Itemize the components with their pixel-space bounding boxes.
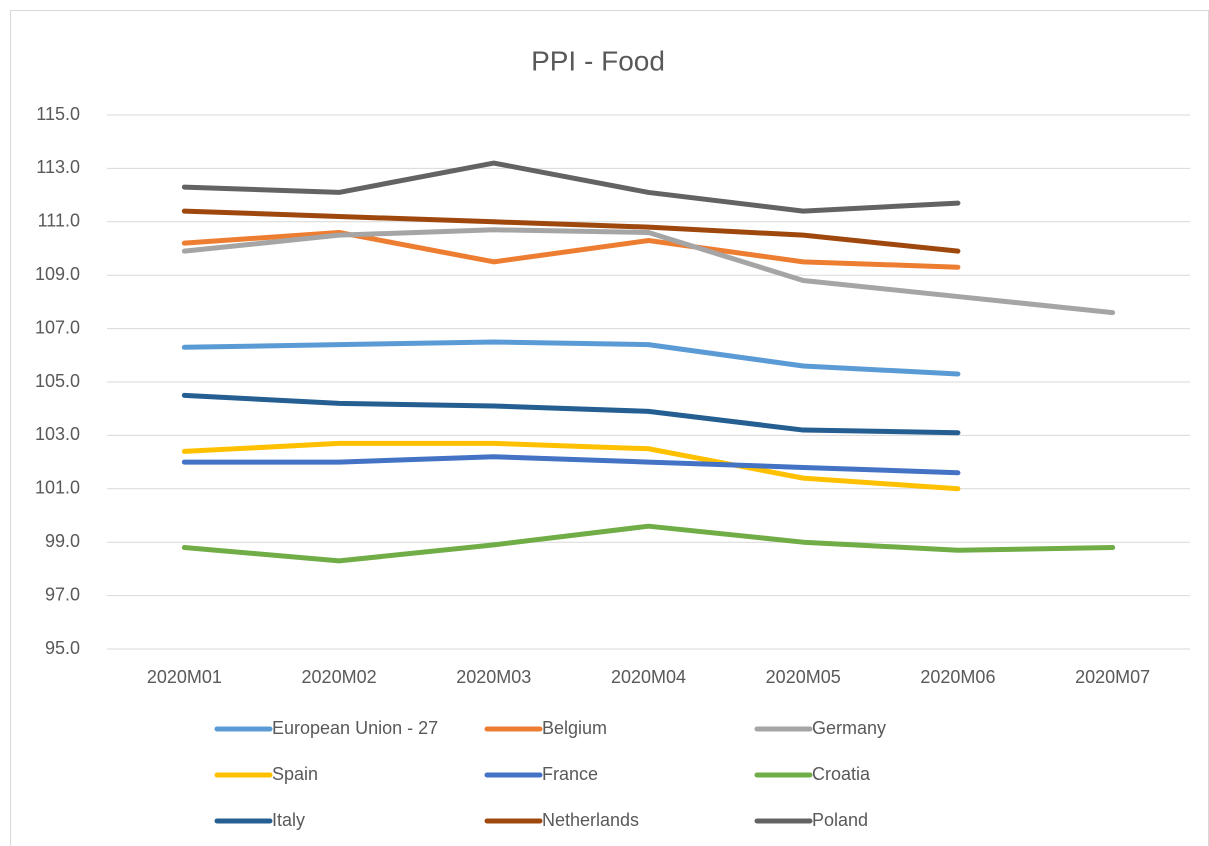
x-tick-label: 2020M04: [611, 667, 686, 687]
series-line: [181, 523, 1116, 564]
y-tick-label: 115.0: [36, 104, 80, 124]
legend-label: Italy: [272, 810, 305, 830]
series-line: [181, 229, 961, 270]
legend-label: Netherlands: [542, 810, 639, 830]
y-tick-label: 97.0: [45, 584, 80, 604]
series-line: [181, 227, 1116, 316]
legend-label: European Union - 27: [272, 718, 438, 738]
legend-label: Belgium: [542, 718, 607, 738]
y-tick-label: 103.0: [35, 424, 80, 444]
series-line: [181, 208, 961, 254]
x-tick-label: 2020M01: [147, 667, 222, 687]
y-tick-label: 105.0: [35, 371, 80, 391]
x-tick-label: 2020M05: [766, 667, 841, 687]
legend-label: Spain: [272, 764, 318, 784]
legend-label: Germany: [812, 718, 886, 738]
legend-label: Poland: [812, 810, 868, 830]
y-tick-label: 99.0: [45, 531, 80, 551]
series-line: [181, 339, 961, 377]
y-tick-label: 107.0: [35, 317, 80, 337]
chart-title: PPI - Food: [531, 45, 665, 76]
series-line: [181, 454, 961, 476]
series-line: [181, 440, 961, 492]
chart-border: [10, 10, 1209, 846]
series-line: [181, 392, 961, 436]
y-tick-label: 111.0: [38, 211, 80, 231]
y-tick-label: 113.0: [36, 157, 80, 177]
series-line: [181, 160, 961, 214]
y-tick-label: 101.0: [35, 478, 80, 498]
x-tick-label: 2020M03: [456, 667, 531, 687]
x-tick-label: 2020M02: [302, 667, 377, 687]
x-tick-label: 2020M07: [1075, 667, 1150, 687]
y-tick-label: 95.0: [45, 638, 80, 658]
legend-label: Croatia: [812, 764, 871, 784]
legend-label: France: [542, 764, 598, 784]
x-tick-label: 2020M06: [920, 667, 995, 687]
y-tick-label: 109.0: [35, 264, 80, 284]
